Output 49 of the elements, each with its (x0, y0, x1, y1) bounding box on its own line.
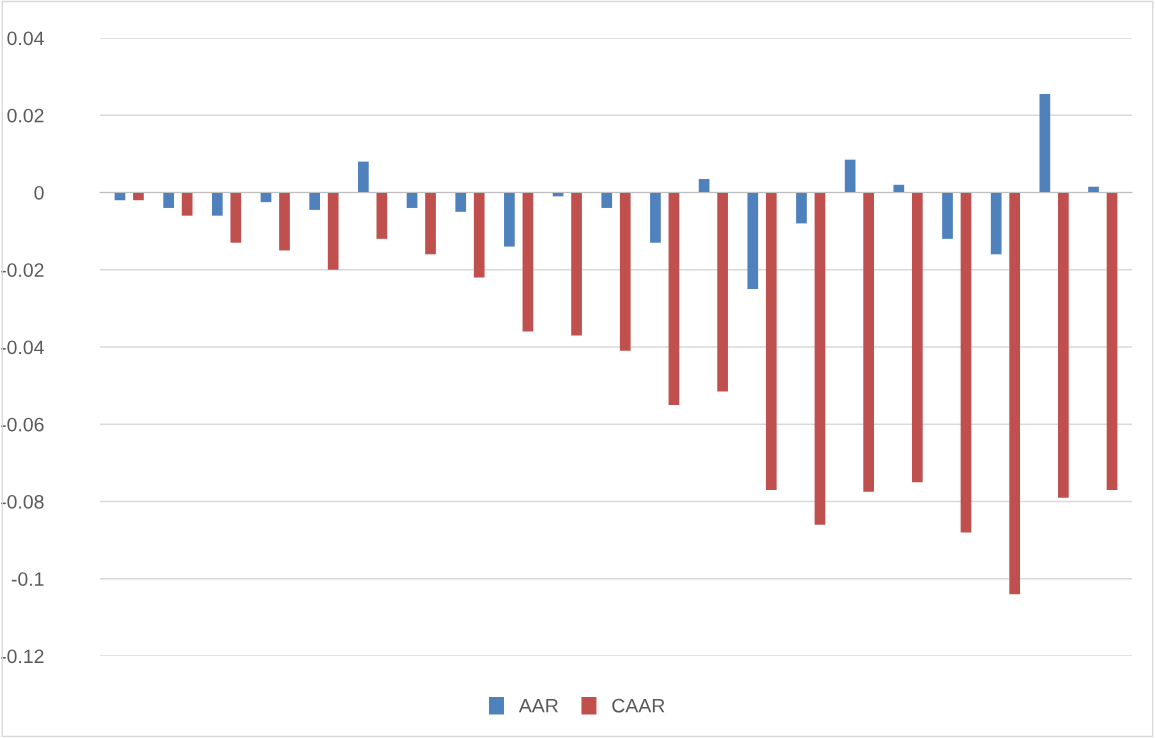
bar (814, 192, 826, 525)
bar (455, 192, 467, 212)
bar (911, 192, 923, 483)
bar (133, 192, 144, 201)
legend-label: CAAR (612, 698, 665, 713)
y-tick-label: -0.1 (11, 572, 44, 586)
y-tick-label: -0.12 (0, 649, 44, 664)
bar (717, 192, 728, 392)
bar (309, 192, 321, 210)
y-tick-label: -0.04 (0, 340, 44, 355)
bar (522, 192, 534, 332)
bar (425, 192, 436, 255)
bar (406, 192, 418, 208)
bar (990, 192, 1002, 255)
bar (619, 192, 631, 351)
bar (668, 192, 680, 405)
bar (571, 192, 582, 336)
bar (747, 192, 759, 290)
bar (358, 161, 369, 193)
bar (1058, 192, 1069, 498)
bar (650, 192, 661, 243)
bar (942, 192, 953, 239)
bar (796, 192, 807, 224)
y-tick-label: 0.04 (7, 31, 44, 46)
bar (1039, 94, 1051, 193)
y-tick-label: -0.02 (0, 263, 44, 277)
bar (765, 192, 777, 490)
bar (893, 184, 905, 193)
y-tick-label: 0 (34, 185, 44, 200)
bar (230, 192, 242, 243)
bar (279, 192, 290, 251)
bar (601, 192, 613, 208)
bar (211, 192, 223, 216)
bar (327, 192, 339, 270)
bar (863, 192, 874, 492)
bar (473, 192, 485, 278)
bar (504, 192, 515, 247)
bar (698, 178, 710, 193)
bar (1106, 192, 1118, 490)
bar (376, 192, 388, 239)
bar (181, 192, 193, 216)
y-tick-label: 0.02 (7, 108, 44, 123)
bar (960, 192, 972, 533)
bar (844, 159, 856, 193)
bar (1009, 192, 1021, 595)
y-tick-label: -0.06 (0, 417, 44, 432)
y-tick-label: -0.08 (0, 494, 44, 509)
legend-label: AAR (518, 698, 558, 713)
bar (163, 192, 174, 208)
